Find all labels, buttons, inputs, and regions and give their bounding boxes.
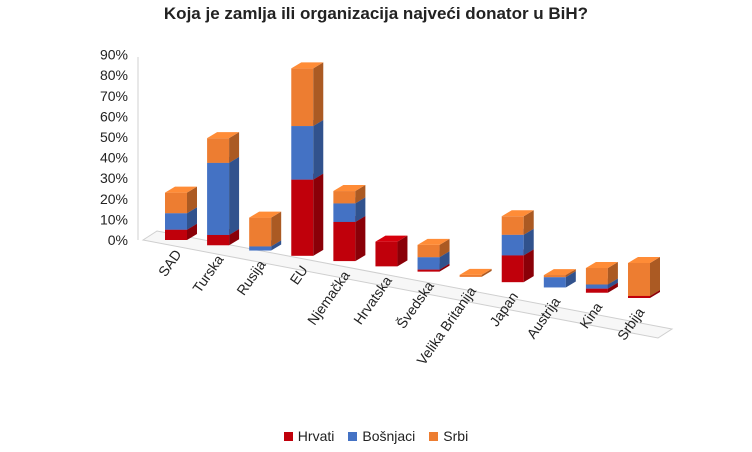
legend-label: Bošnjaci [362,428,416,444]
y-tick-label: 50% [100,129,128,145]
bar-segment [459,268,492,277]
y-tick-label: 80% [100,67,128,83]
y-tick-label: 20% [100,191,128,207]
bar-segment [291,173,324,256]
bar-segment [291,62,324,127]
legend-swatch [429,431,439,441]
legend-label: Hrvati [297,428,335,444]
bar-segment [165,186,197,214]
y-tick-label: 30% [100,170,128,186]
x-tick-label: SAD [155,247,185,280]
y-tick-label: 70% [100,88,128,104]
x-tick-label: Njemačka [304,267,353,327]
bar-segment [501,210,534,235]
bar-segment [207,132,240,163]
chart-legend: Hrvati Bošnjaci Srbi [0,428,752,444]
y-tick-label: 90% [100,47,128,63]
bar-segment [207,156,240,235]
chart-title: Koja je zamlja ili organizacija najveći … [163,4,589,23]
y-tick-label: 10% [100,211,128,227]
legend-label: Srbi [443,428,469,444]
x-tick-label: Rusija [233,257,269,298]
x-tick-label: Turska [189,252,226,296]
bar-segment [501,228,534,256]
chart-floor [141,230,674,339]
legend-item: Srbi [429,428,468,444]
bar-segment [333,215,366,262]
legend-item: Bošnjaci [348,428,415,444]
y-tick-label: 40% [100,150,128,166]
bar-segment [417,238,450,258]
bar-segment [249,211,282,247]
bar-segment [585,262,618,285]
y-tick-label: 0% [108,232,128,248]
legend-item: Hrvati [283,428,335,444]
y-tick-label: 60% [100,108,128,124]
bar-segment [333,185,366,204]
legend-swatch [283,431,293,441]
bar-segment [291,120,324,180]
bar-segment [375,235,408,267]
bar-segment [628,256,660,296]
legend-swatch [348,431,358,441]
bar-segment [543,269,576,278]
